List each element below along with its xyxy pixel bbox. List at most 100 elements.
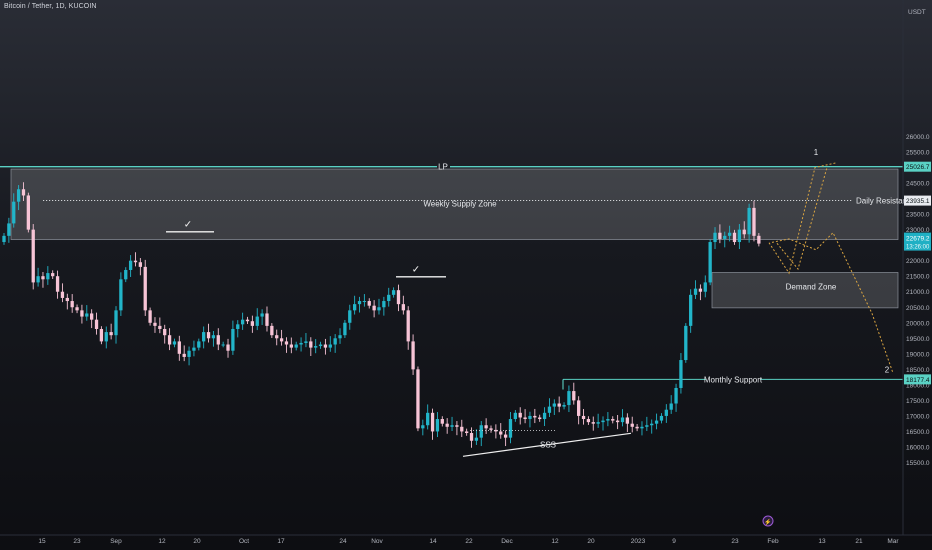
candle-body	[187, 350, 191, 357]
candle-body	[265, 313, 269, 326]
candle-body	[391, 290, 396, 295]
candle-body	[674, 387, 678, 404]
time-tick-label: Mar	[887, 538, 899, 545]
candle-body	[158, 325, 162, 329]
candle-body	[2, 235, 6, 243]
candle-body	[679, 360, 683, 388]
candle-body	[192, 347, 196, 351]
time-tick-label: 9	[672, 538, 676, 545]
candle-body	[289, 344, 293, 348]
price-tick-label: 21000.0	[906, 289, 930, 296]
candle-body	[309, 341, 313, 348]
candle-body	[240, 319, 245, 325]
candle-body	[177, 341, 181, 354]
candle-body	[270, 325, 274, 336]
candle-body	[357, 301, 362, 305]
candle-body	[567, 391, 571, 406]
candle-body	[625, 417, 630, 424]
candle-body	[562, 405, 566, 407]
candle-body	[323, 344, 328, 348]
candle-body	[338, 335, 342, 339]
candle-body	[596, 422, 600, 424]
candle-body	[372, 305, 376, 311]
candle-body	[362, 301, 367, 303]
candle-body	[650, 423, 654, 426]
candle-body	[124, 269, 128, 280]
price-axis-currency: USDT	[908, 9, 926, 16]
candle-body	[284, 341, 289, 345]
candle-body	[143, 266, 147, 311]
price-tick-label: 17000.0	[906, 413, 930, 420]
candle-body	[406, 310, 410, 342]
chart-symbol-title: Bitcoin / Tether, 1D, KUCOIN	[4, 3, 97, 10]
candle-body	[377, 307, 381, 311]
demand-zone	[711, 272, 899, 309]
demand-zone-label: Demand Zone	[786, 283, 837, 292]
candle-body	[664, 409, 668, 416]
candle-body	[469, 433, 474, 441]
candle-body	[26, 195, 30, 230]
candle-body	[46, 273, 50, 280]
candle-body	[455, 425, 459, 427]
time-tick-label: Sep	[110, 538, 122, 545]
candle-body	[645, 425, 649, 427]
candle-body	[523, 417, 527, 420]
candle-body	[757, 235, 761, 244]
candle-body	[138, 262, 143, 267]
time-tick-label: 20	[587, 538, 595, 545]
time-tick-label: 22	[465, 538, 473, 545]
candle-body	[348, 310, 352, 323]
candle-body	[221, 344, 225, 346]
daily-resistance-price-tag: 23935.1	[906, 198, 930, 205]
candle-body	[630, 423, 634, 427]
candle-body	[396, 290, 401, 305]
candle-body	[304, 341, 308, 343]
candle-body	[606, 419, 610, 421]
daily-resistance-price-tag-bg	[904, 195, 931, 206]
price-tick-label: 19000.0	[906, 351, 930, 358]
candle-body	[343, 322, 347, 336]
candle-body	[747, 207, 751, 235]
candle-body	[611, 419, 615, 421]
candle-body	[708, 242, 712, 283]
candle-body	[542, 412, 547, 420]
candle-body	[12, 201, 16, 224]
candle-body	[557, 403, 561, 407]
candle-body	[489, 428, 493, 430]
candle-body	[333, 338, 337, 345]
candle-body	[260, 313, 264, 317]
candle-body	[742, 229, 746, 235]
projection-label-2: 2	[885, 365, 890, 374]
current-price-tag: 22679.2	[906, 236, 930, 243]
time-tick-label: 17	[277, 538, 285, 545]
candle-body	[718, 232, 722, 239]
time-tick-label: 12	[158, 538, 166, 545]
candle-body	[167, 335, 172, 345]
candle-body	[635, 426, 639, 429]
candle-body	[75, 307, 79, 311]
candle-body	[148, 310, 152, 323]
candle-body	[732, 232, 737, 243]
candle-body	[494, 429, 498, 432]
candle-body	[41, 276, 45, 280]
candle-body	[21, 189, 26, 196]
time-tick-label: 14	[429, 538, 437, 545]
candle-body	[60, 291, 65, 298]
candle-body	[245, 319, 250, 322]
time-tick-label: Oct	[239, 538, 249, 545]
candle-body	[231, 328, 235, 351]
candle-body	[421, 425, 425, 429]
monthly-support-price-tag-bg	[904, 374, 931, 385]
candle-body	[90, 313, 94, 320]
time-tick-label: Dec	[501, 538, 513, 545]
candle-body	[255, 316, 259, 326]
candle-body	[426, 412, 430, 426]
price-tick-label: 23000.0	[906, 227, 930, 234]
time-tick-label: 15	[38, 538, 46, 545]
candle-body	[294, 344, 298, 348]
candle-body	[318, 344, 323, 347]
time-tick-label: 12	[551, 538, 559, 545]
time-tick-label: Feb	[767, 538, 779, 545]
lightning-icon: ⚡	[764, 518, 771, 526]
